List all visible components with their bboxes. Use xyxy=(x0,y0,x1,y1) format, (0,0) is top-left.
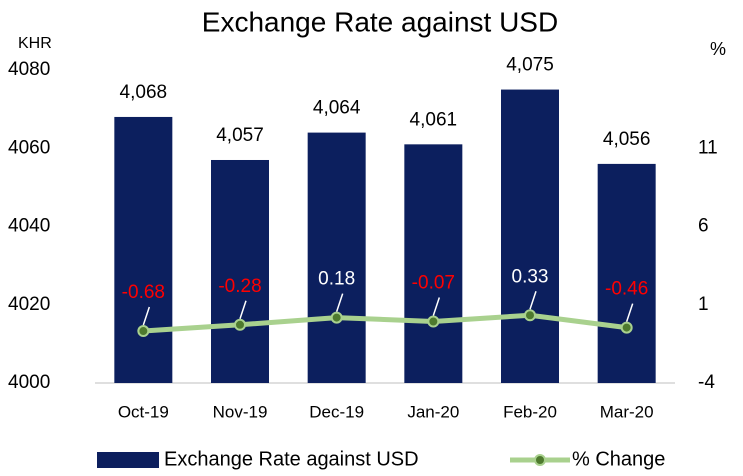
y-tick-label: 4040 xyxy=(8,216,50,237)
line-value-label: -0.68 xyxy=(122,282,165,303)
x-tick-label: Feb-20 xyxy=(503,402,557,421)
line-value-label: 0.33 xyxy=(512,266,549,287)
legend-marker xyxy=(534,454,546,466)
label-leader xyxy=(529,290,537,310)
bar-value-label: 4,057 xyxy=(216,125,264,146)
bar xyxy=(404,144,463,383)
line-marker xyxy=(524,309,536,322)
bar xyxy=(211,159,269,383)
bar-value-label: 4,075 xyxy=(506,55,554,76)
legend-label: Exchange Rate against USD xyxy=(164,448,419,470)
line-marker xyxy=(137,325,150,338)
bar xyxy=(307,132,366,383)
x-tick-label: Nov-19 xyxy=(213,402,268,421)
y-tick-label: 4080 xyxy=(8,59,50,80)
y-tick-label: 4000 xyxy=(8,372,50,393)
y-tick-label: 4060 xyxy=(8,137,50,158)
y2-tick-label: -4 xyxy=(698,372,715,393)
line-value-label: -0.28 xyxy=(218,276,261,297)
bar-value-label: 4,068 xyxy=(120,82,168,103)
y2-tick-label: 6 xyxy=(698,216,709,237)
bar xyxy=(114,116,173,383)
line-value-label: -0.07 xyxy=(412,273,455,294)
legend-label: % Change xyxy=(572,448,665,470)
y-axis-label: KHR xyxy=(18,35,52,52)
x-tick-label: Dec-19 xyxy=(309,402,364,421)
bar xyxy=(501,89,559,383)
line-value-label: -0.46 xyxy=(605,279,648,300)
line-marker xyxy=(330,311,343,324)
label-leader xyxy=(239,300,247,320)
label-leader xyxy=(142,306,151,326)
line-marker xyxy=(234,318,246,331)
line-marker xyxy=(620,321,633,334)
bar xyxy=(597,163,656,383)
y2-tick-label: 1 xyxy=(698,294,709,315)
legend-swatch xyxy=(97,452,159,468)
line xyxy=(143,312,627,334)
label-leader xyxy=(432,297,441,316)
line-marker xyxy=(427,315,440,328)
y-tick-label: 4020 xyxy=(8,294,50,315)
y2-tick-label: 11 xyxy=(698,137,718,158)
line-value-label: 0.18 xyxy=(318,269,355,290)
x-tick-label: Oct-19 xyxy=(118,402,169,421)
bar-value-label: 4,056 xyxy=(603,129,651,150)
label-leader xyxy=(625,303,634,322)
x-tick-label: Jan-20 xyxy=(407,402,459,421)
bar-value-label: 4,061 xyxy=(410,109,458,130)
chart-title: Exchange Rate against USD xyxy=(202,6,558,37)
label-leader xyxy=(335,293,344,312)
x-tick-label: Mar-20 xyxy=(600,402,654,421)
bar-value-label: 4,064 xyxy=(313,98,361,119)
y2-axis-label: % xyxy=(710,39,726,59)
